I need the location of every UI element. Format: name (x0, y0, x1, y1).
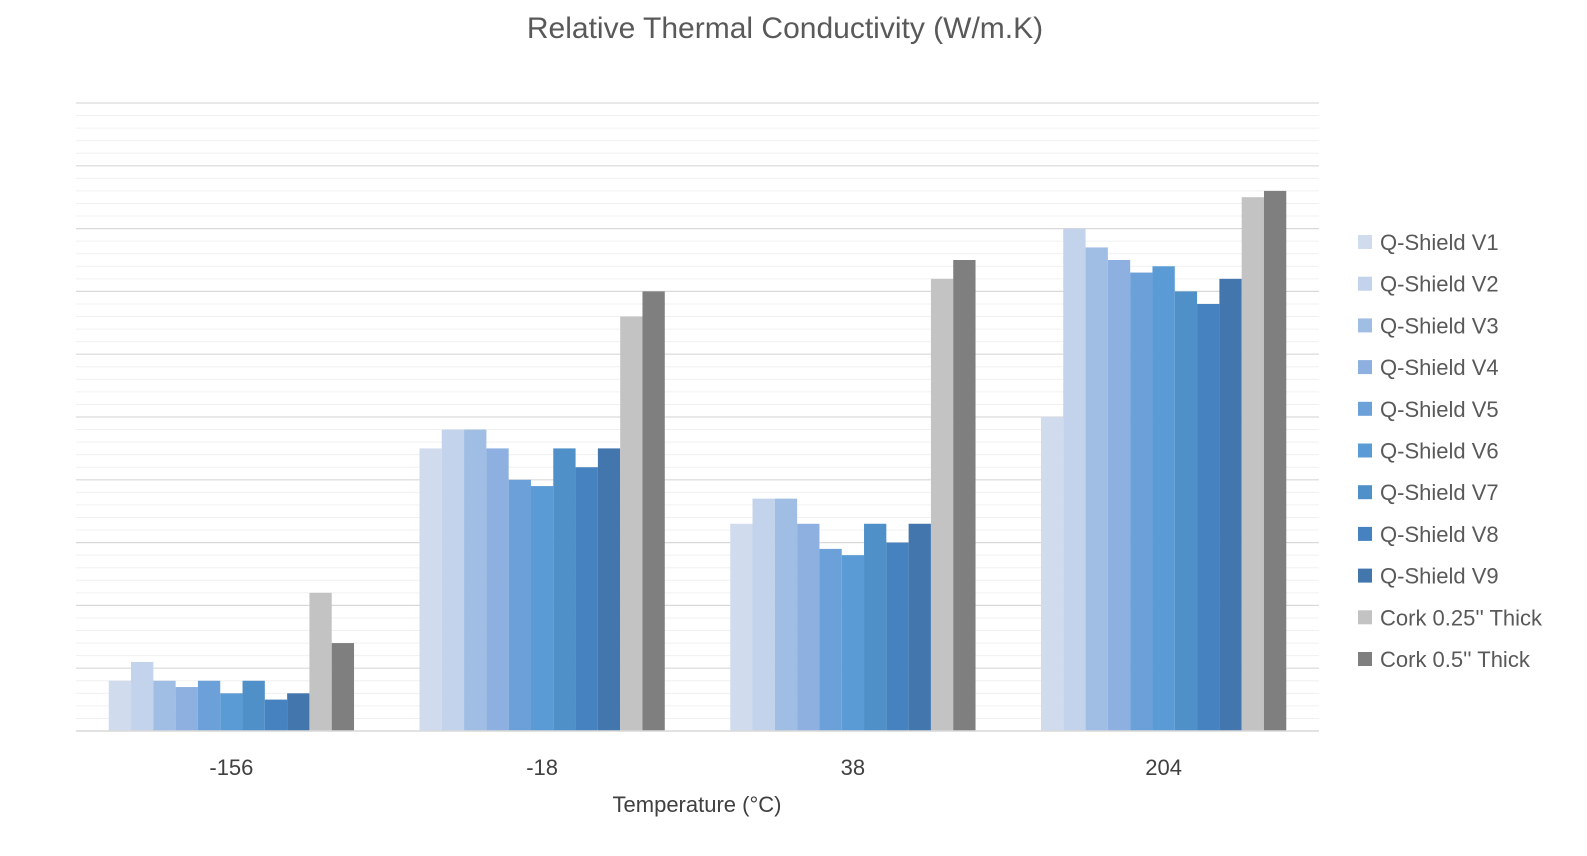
bar (530, 486, 554, 731)
bar (1040, 417, 1064, 731)
x-tick-label: -156 (209, 755, 253, 780)
bar (331, 643, 355, 731)
legend-label: Q-Shield V7 (1380, 480, 1499, 505)
legend-swatch (1358, 360, 1372, 375)
bar (153, 680, 176, 731)
legend-swatch (1358, 443, 1372, 458)
bar (908, 523, 931, 731)
bar (441, 429, 465, 731)
legend-swatch (1358, 568, 1372, 583)
legend-label: Q-Shield V9 (1380, 564, 1499, 589)
bar (264, 699, 288, 731)
legend-swatch (1358, 235, 1372, 249)
bar (575, 467, 598, 731)
bar (553, 448, 576, 731)
bar (953, 260, 976, 731)
legend-label: Q-Shield V4 (1380, 355, 1499, 380)
bar (508, 479, 531, 731)
bar (620, 316, 643, 731)
bar (1174, 291, 1198, 731)
bar (419, 448, 442, 731)
bar (774, 498, 798, 731)
bar (1063, 228, 1086, 731)
x-tick-label: 38 (841, 755, 865, 780)
legend-swatch (1358, 485, 1372, 500)
bar (1130, 272, 1153, 731)
x-tick-labels: -156 -18 38 204 (209, 755, 1182, 780)
legend-swatch (1358, 610, 1372, 625)
bar (287, 693, 310, 731)
legend-label: Q-Shield V1 (1380, 230, 1499, 255)
bar (797, 523, 820, 731)
bar (108, 680, 132, 731)
legend-label: Q-Shield V8 (1380, 522, 1499, 547)
x-tick-label: 204 (1145, 755, 1182, 780)
bar (642, 291, 665, 731)
bar (1085, 247, 1108, 731)
bar (175, 687, 198, 731)
legend-swatch (1358, 652, 1372, 666)
bar (242, 680, 265, 731)
legend-label: Q-Shield V5 (1380, 397, 1499, 422)
bar (930, 278, 954, 731)
bar (1241, 197, 1264, 731)
bar (1197, 303, 1220, 731)
bar (730, 523, 753, 731)
x-tick-label: -18 (526, 755, 558, 780)
legend: Q-Shield V1 Q-Shield V2 Q-Shield V3 Q-Shiel… (1358, 230, 1543, 672)
x-axis-label: Temperature (°C) (613, 792, 782, 817)
bar (841, 555, 865, 731)
legend-label: Cork 0.5'' Thick (1380, 647, 1531, 672)
bar (197, 680, 221, 731)
bar (1219, 278, 1242, 731)
bar (309, 592, 332, 731)
bar (597, 448, 621, 731)
legend-swatch (1358, 401, 1372, 416)
bar (864, 523, 887, 731)
bars (108, 190, 1287, 732)
legend-label: Q-Shield V2 (1380, 272, 1499, 297)
bar (486, 448, 509, 731)
legend-label: Q-Shield V6 (1380, 439, 1499, 464)
bar (1107, 260, 1131, 731)
bar (819, 548, 842, 731)
bar (886, 542, 909, 731)
bar (1263, 190, 1287, 732)
bar (1152, 266, 1175, 731)
legend-swatch (1358, 276, 1372, 291)
legend-swatch (1358, 526, 1372, 541)
bar (220, 693, 243, 731)
bar (131, 661, 154, 731)
chart-title: Relative Thermal Conductivity (W/m.K) (527, 12, 1043, 45)
legend-label: Cork 0.25'' Thick (1380, 605, 1543, 630)
bar (464, 429, 487, 731)
legend-label: Q-Shield V3 (1380, 313, 1499, 338)
bar (752, 498, 775, 731)
legend-swatch (1358, 318, 1372, 333)
